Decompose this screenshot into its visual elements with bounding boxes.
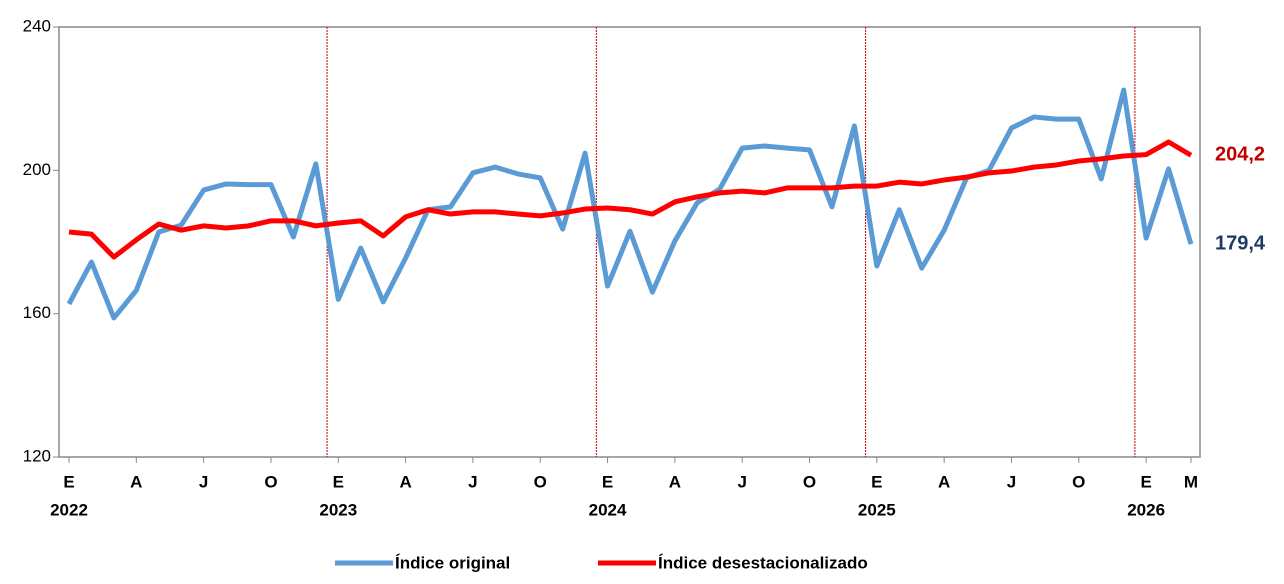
x-tick-label: J — [468, 472, 477, 491]
x-tick-label: E — [1140, 472, 1151, 491]
x-tick-label: J — [199, 472, 208, 491]
x-tick-label: M — [1184, 472, 1198, 491]
x-tick-label: O — [803, 472, 816, 491]
x-tick-label: A — [130, 472, 142, 491]
x-tick-label: O — [264, 472, 277, 491]
x-tick-label: A — [669, 472, 681, 491]
x-tick-label: O — [534, 472, 547, 491]
y-tick-label: 160 — [23, 303, 51, 322]
x-tick-label: E — [333, 472, 344, 491]
year-label: 2026 — [1127, 500, 1165, 519]
x-tick-label: A — [399, 472, 411, 491]
end-label: 204,2 — [1215, 144, 1265, 166]
x-tick-label: A — [938, 472, 950, 491]
series-line — [66, 87, 1194, 321]
y-tick-label: 240 — [23, 16, 51, 35]
legend-label: Índice original — [395, 553, 510, 572]
year-label: 2023 — [319, 500, 357, 519]
x-tick-label: O — [1072, 472, 1085, 491]
end-label: 179,4 — [1215, 232, 1266, 254]
x-tick-label: J — [737, 472, 746, 491]
year-label: 2025 — [858, 500, 896, 519]
y-tick-label: 200 — [23, 160, 51, 179]
year-label: 2022 — [50, 500, 88, 519]
x-tick-label: E — [63, 472, 74, 491]
year-label: 2024 — [589, 500, 627, 519]
series-line — [68, 139, 1193, 260]
plot-frame — [58, 26, 1201, 458]
x-tick-label: J — [1007, 472, 1016, 491]
y-tick-label: 120 — [23, 446, 51, 465]
legend-label: Índice desestacionalizado — [658, 553, 868, 572]
x-tick-label: E — [602, 472, 613, 491]
x-tick-label: E — [871, 472, 882, 491]
